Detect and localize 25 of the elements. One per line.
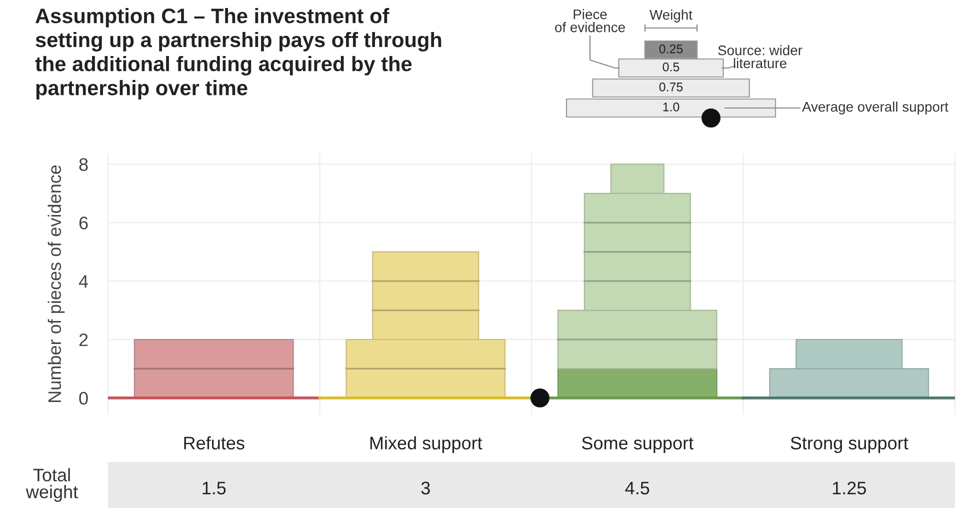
text: 3 — [421, 482, 430, 494]
text: Average overall support — [802, 102, 948, 114]
bar — [134, 338, 294, 398]
x-tick-label: Mixed support — [370, 436, 482, 454]
text: Piece of evidence — [555, 9, 625, 32]
y-tick-label: 0 — [79, 392, 88, 405]
text: 4.5 — [625, 482, 650, 494]
text: 1.5 — [202, 482, 226, 494]
text: Weight — [650, 10, 692, 22]
x-tick-label: Some support — [582, 436, 694, 454]
text: 0.75 — [659, 82, 683, 92]
text: 1.25 — [832, 482, 866, 494]
y-tick-label: 2 — [79, 333, 88, 346]
x-tick-label: Strong support — [790, 436, 908, 454]
y-axis-title: Number of pieces of evidence — [48, 165, 65, 402]
text: 1.0 — [663, 102, 680, 112]
y-tick-label: 8 — [79, 158, 88, 171]
source-note: Source: wider literature — [718, 45, 802, 68]
text: 0.25 — [659, 44, 683, 54]
y-tick-label: 4 — [78, 275, 88, 288]
chart-title: Assumption C1 – The investment of setting up a partnership pays off through the additional funding acquired by the partnership over time — [35, 8, 442, 100]
text: 0.5 — [662, 62, 680, 72]
y-tick-label: 6 — [79, 216, 88, 230]
x-tick-label: Refutes — [184, 436, 244, 450]
text: Total weight — [26, 468, 78, 502]
